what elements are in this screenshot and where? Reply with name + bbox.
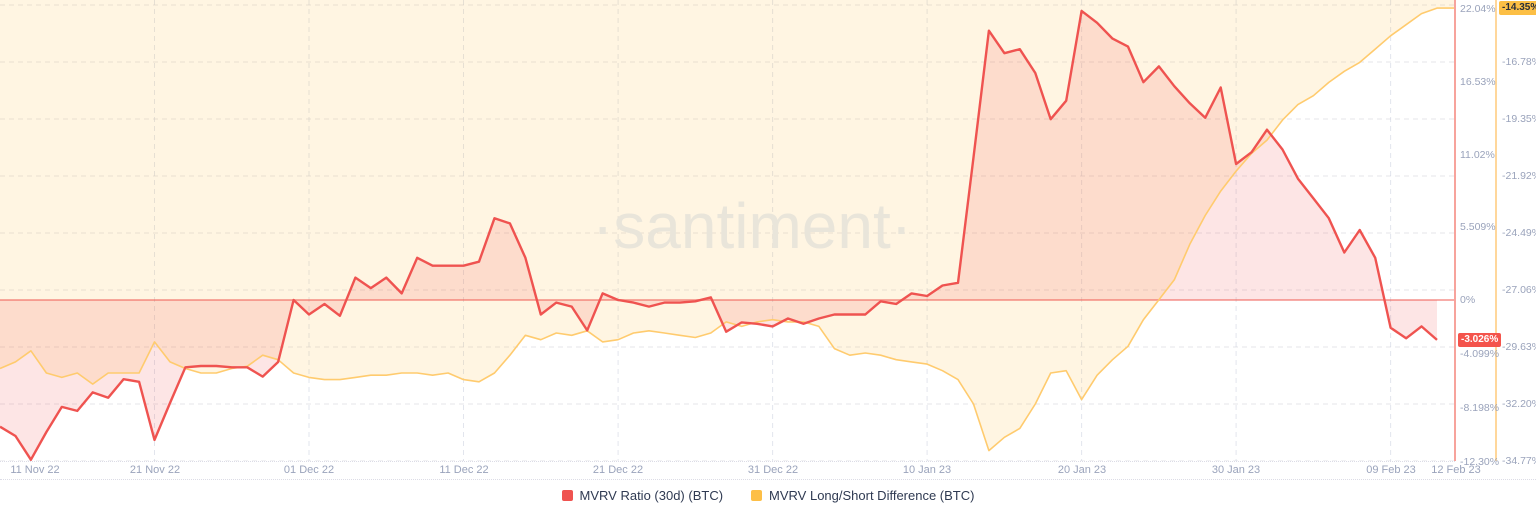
axis-tick-label: -32.20% (1502, 398, 1536, 410)
axis-tick-label: -29.63% (1502, 341, 1536, 353)
axis-tick-label: -8.198% (1460, 402, 1500, 414)
axis-tick-label: 21 Nov 22 (129, 464, 181, 476)
axis-tick-label: -34.77% (1502, 455, 1536, 467)
axis-tick-label: 31 Dec 22 (747, 464, 799, 476)
axis-tick-label: -27.06% (1502, 284, 1536, 296)
yellow-series-marker-icon (751, 490, 763, 501)
legend-item-mvrv-ratio[interactable]: MVRV Ratio (30d) (BTC) (561, 488, 724, 503)
axis-tick-label: 09 Feb 23 (1366, 464, 1416, 476)
axis-tick-label: -19.35% (1502, 113, 1536, 125)
legend-label: MVRV Ratio (30d) (BTC) (579, 488, 724, 503)
plot-bottom-border (0, 461, 1455, 462)
axis-tick-label: -24.49% (1502, 227, 1536, 239)
red-axis-line (1454, 0, 1456, 461)
axis-tick-label: 11.02% (1460, 149, 1495, 161)
axis-tick-label: 11 Nov 22 (10, 464, 60, 476)
axis-tick-label: 5.509% (1460, 221, 1496, 233)
axis-tick-label: 01 Dec 22 (283, 464, 335, 476)
axis-tick-label: 22.04% (1460, 3, 1496, 15)
santiment-watermark: ·santiment· (592, 190, 912, 262)
axis-tick-label: -21.92% (1502, 170, 1536, 182)
legend-item-mvrv-longshort[interactable]: MVRV Long/Short Difference (BTC) (751, 488, 974, 503)
plot-area[interactable]: ·santiment· (0, 0, 1455, 461)
axis-separator (0, 479, 1536, 480)
legend-label: MVRV Long/Short Difference (BTC) (769, 488, 975, 503)
axis-tick-label: -16.78% (1502, 56, 1536, 68)
yellow-series-area (0, 0, 1455, 451)
yellow-axis-line (1495, 0, 1497, 461)
axis-tick-label: -12.30% (1460, 456, 1500, 468)
axis-tick-label: 20 Jan 23 (1057, 464, 1107, 476)
axis-tick-label: -4.099% (1460, 348, 1500, 360)
axis-tick-label: 30 Jan 23 (1211, 464, 1261, 476)
axis-tick-label: 21 Dec 22 (592, 464, 644, 476)
axis-tick-label: 12 Feb 23 (1431, 464, 1481, 476)
legend: MVRV Ratio (30d) (BTC) MVRV Long/Short D… (0, 488, 1536, 503)
axis-tick-label: 0% (1460, 294, 1476, 306)
yellow-current-value-badge: -14.35% (1499, 1, 1536, 15)
red-series-marker-icon (561, 490, 573, 501)
red-series-area (0, 10, 1437, 460)
axis-tick-label: 16.53% (1460, 76, 1496, 88)
axis-tick-label: 11 Dec 22 (439, 464, 489, 476)
red-series-line (0, 9, 1438, 461)
axis-tick-label: 10 Jan 23 (902, 464, 952, 476)
red-current-value-badge: -3.026% (1458, 333, 1502, 347)
